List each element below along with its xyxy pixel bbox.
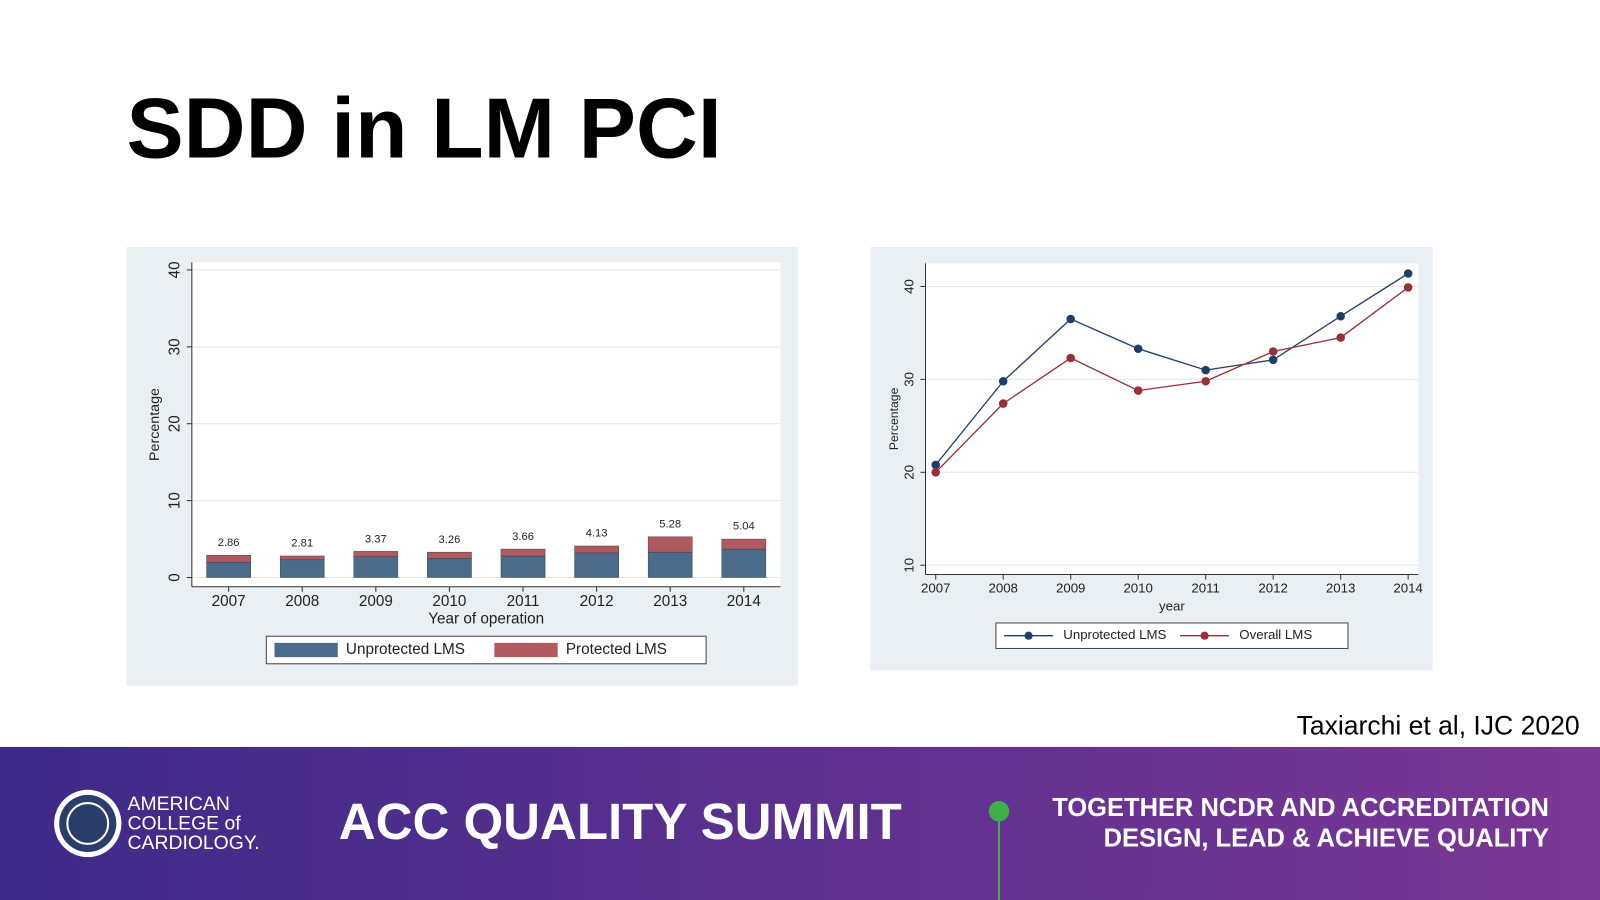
marker [1268,347,1278,356]
bar-segment [353,551,399,557]
y-axis-label: Percentage [887,387,901,450]
x-tick-label: 2012 [1258,580,1287,595]
marker [1066,314,1075,324]
marker [998,399,1008,408]
footer [0,746,1600,900]
x-tick-label: 2010 [432,593,466,610]
data-label: 2.86 [218,537,240,549]
marker [1133,386,1143,395]
y-tick-label: 20 [902,465,917,480]
y-tick-label: 10 [902,558,917,573]
x-tick-label: 2009 [359,593,393,610]
marker [1066,353,1075,363]
divider-dot [988,801,1010,822]
bar-segment [574,545,619,554]
x-tick-label: 2008 [285,593,319,610]
marker [1201,365,1210,375]
marker [998,376,1008,386]
legend-box [995,622,1349,649]
y-tick-label: 10 [167,492,184,509]
bar-segment [206,555,251,563]
bar-segment [500,555,546,578]
bar-segment [574,552,619,578]
logo-text: COLLEGE of [128,813,242,835]
marker [1403,269,1413,278]
x-tick-label: 2007 [212,593,246,610]
x-tick-label: 2011 [1191,580,1220,595]
legend-label: Protected LMS [566,641,667,658]
y-tick-label: 0 [167,573,184,582]
legend-swatch [274,642,338,658]
y-tick-label: 30 [167,338,184,355]
x-axis-label: year [1159,599,1185,614]
bar-segment [427,551,472,559]
bar-segment [279,555,325,561]
legend-label: Unprotected LMS [1063,627,1166,642]
marker [1336,311,1345,321]
logo-text: AMERICAN [128,793,230,815]
logo-ring [66,802,110,845]
line [935,272,1409,466]
line [935,286,1409,473]
data-label: 4.13 [586,527,608,539]
slide-title: SDD in LM PCI [127,80,722,176]
marker [1336,333,1345,342]
y-axis-label: Percentage [147,388,163,461]
marker [1268,355,1278,365]
bar-segment [427,558,472,578]
bar-segment [647,551,693,578]
legend-label: Unprotected LMS [346,641,465,658]
event-name: ACC QUALITY SUMMIT [339,793,902,850]
data-label: 2.81 [291,538,313,550]
marker [931,468,940,477]
y-tick-label: 30 [902,372,917,387]
legend-marker [1024,631,1033,640]
data-label: 5.28 [659,519,681,531]
data-label: 3.37 [365,533,387,545]
x-tick-label: 2014 [1393,580,1422,595]
x-axis-label: Year of operation [428,610,544,627]
x-tick-label: 2013 [1326,580,1355,595]
marker [1403,283,1413,292]
legend-marker [1200,631,1209,640]
data-label: 3.66 [512,531,534,543]
bar-segment [206,561,251,578]
legend-label: Overall LMS [1239,627,1312,642]
y-tick-label: 40 [902,279,917,294]
x-tick-label: 2009 [1056,580,1085,595]
bar-segment [721,548,767,578]
x-tick-label: 2007 [921,580,950,595]
x-tick-label: 2010 [1123,580,1152,595]
bar-segment [353,556,399,578]
marker [931,460,940,470]
x-tick-label: 2012 [580,593,614,610]
marker [1133,344,1143,354]
y-tick-label: 40 [167,261,184,278]
bar-segment [279,559,325,578]
tagline: TOGETHER NCDR AND ACCREDITATION [1052,794,1549,822]
plot-area [925,263,1419,575]
logo-text: CARDIOLOGY. [128,832,260,854]
plot-area [191,262,781,587]
marker [1201,376,1210,386]
y-tick-label: 20 [167,415,184,432]
bar-segment [721,538,767,550]
x-tick-label: 2013 [653,593,687,610]
citation: Taxiarchi et al, IJC 2020 [1297,711,1580,741]
x-tick-label: 2008 [988,580,1017,595]
bar-segment [647,536,693,553]
tagline: DESIGN, LEAD & ACHIEVE QUALITY [1104,825,1549,853]
data-label: 3.26 [439,534,461,546]
x-tick-label: 2014 [727,593,762,610]
legend-box [265,635,707,665]
x-tick-label: 2011 [507,593,540,610]
bar-segment [500,548,546,557]
legend-swatch [494,642,558,658]
data-label: 5.04 [733,520,755,532]
